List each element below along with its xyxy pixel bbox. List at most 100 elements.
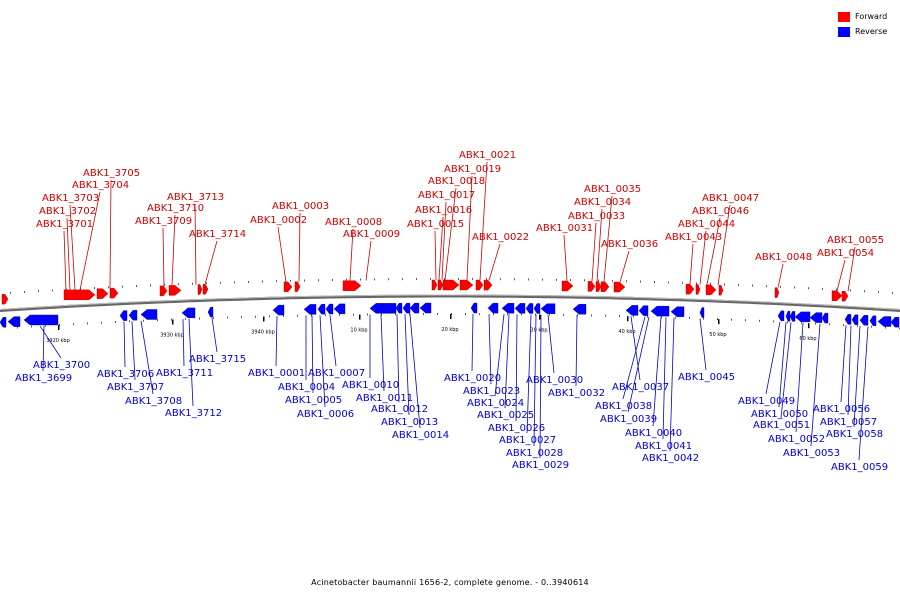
lower-tick — [283, 314, 284, 317]
forward-gene-label: ABK1_0015 — [407, 219, 464, 230]
upper-tick — [66, 288, 67, 291]
reverse-gene-label: ABK1_0025 — [477, 410, 534, 421]
lower-tick — [87, 322, 88, 325]
forward-gene-arrow — [841, 290, 849, 302]
reverse-gene-arrow — [7, 316, 21, 327]
lower-tick — [661, 316, 662, 319]
forward-gene-arrow — [197, 284, 203, 295]
lower-tick — [843, 324, 844, 327]
forward-gene-arrow — [483, 279, 493, 291]
reverse-leader-line — [275, 316, 278, 367]
upper-tick — [444, 278, 445, 281]
upper-tick — [374, 278, 375, 281]
reverse-gene-arrow — [325, 303, 334, 315]
forward-leader-line — [349, 228, 354, 281]
lower-tick — [801, 321, 802, 324]
reverse-gene-label: ABK1_0041 — [635, 441, 692, 452]
upper-tick — [486, 278, 487, 281]
lower-tick — [157, 319, 158, 322]
reverse-gene-label: ABK1_0001 — [248, 368, 305, 379]
upper-tick — [738, 283, 739, 286]
lower-tick — [647, 315, 648, 318]
forward-gene-label: ABK1_0035 — [584, 184, 641, 195]
legend: Forward Reverse — [838, 9, 887, 39]
reverse-gene-label: ABK1_0011 — [356, 393, 413, 404]
forward-leader-line — [619, 250, 630, 283]
reverse-leader-line — [123, 321, 126, 368]
forward-gene-arrow — [718, 285, 724, 296]
forward-leader-line — [596, 208, 603, 282]
lower-tick — [479, 313, 480, 316]
forward-gene-label: ABK1_0036 — [601, 239, 658, 250]
reverse-gene-arrow — [699, 307, 705, 318]
lower-tick — [675, 316, 676, 319]
reverse-leader-line — [533, 314, 537, 447]
scale-label: 10 kbp — [350, 328, 367, 334]
reverse-leader-line — [504, 314, 510, 409]
lower-tick — [311, 314, 312, 317]
reverse-swatch — [838, 26, 850, 37]
forward-gene-arrow — [831, 290, 843, 301]
lower-tick — [549, 313, 550, 316]
upper-tick — [724, 283, 725, 286]
reverse-gene-label: ABK1_0052 — [768, 434, 825, 445]
lower-tick — [395, 313, 396, 316]
forward-gene-label: ABK1_3713 — [167, 192, 224, 203]
reverse-gene-label: ABK1_0056 — [813, 404, 870, 415]
forward-leader-line — [591, 222, 597, 282]
reverse-gene-arrow — [650, 305, 670, 317]
reverse-gene-arrow — [859, 315, 869, 326]
reverse-gene-label: ABK1_3707 — [107, 382, 164, 393]
legend-forward-label: Forward — [855, 12, 888, 21]
reverse-gene-arrow — [514, 303, 526, 314]
lower-tick — [703, 317, 704, 320]
forward-gene-label: ABK1_0022 — [472, 232, 529, 243]
reverse-leader-line — [547, 314, 555, 374]
reverse-gene-label: ABK1_0014 — [392, 430, 449, 441]
upper-tick — [276, 280, 277, 283]
reverse-leader-line — [42, 325, 45, 372]
reverse-gene-label: ABK1_0024 — [467, 398, 524, 409]
upper-tick — [248, 280, 249, 283]
reverse-leader-line — [311, 315, 314, 394]
lower-tick — [577, 314, 578, 317]
reverse-leader-line — [488, 314, 492, 385]
reverse-leader-line — [319, 315, 326, 408]
lower-tick — [367, 313, 368, 316]
reverse-gene-arrow — [181, 307, 196, 319]
forward-gene-arrow — [613, 281, 626, 293]
forward-leader-line — [66, 217, 71, 291]
upper-tick — [52, 289, 53, 292]
forward-gene-label: ABK1_3701 — [36, 219, 93, 230]
reverse-gene-label: ABK1_0057 — [820, 417, 877, 428]
lower-tick — [297, 314, 298, 317]
lower-tick — [31, 325, 32, 328]
reverse-gene-arrow — [470, 302, 478, 314]
scale-major-tick — [58, 325, 60, 331]
upper-tick — [402, 278, 403, 281]
forward-leader-line — [777, 263, 784, 288]
lower-tick — [759, 319, 760, 322]
lower-tick — [507, 313, 508, 316]
upper-tick — [878, 291, 879, 294]
forward-leader-line — [717, 204, 731, 286]
reverse-leader-line — [211, 317, 218, 353]
reverse-gene-label: ABK1_0045 — [678, 372, 735, 383]
reverse-gene-label: ABK1_0005 — [285, 395, 342, 406]
reverse-gene-arrow — [785, 310, 791, 322]
forward-leader-line — [434, 230, 437, 281]
forward-leader-line — [699, 230, 707, 285]
reverse-leader-line — [858, 326, 869, 461]
forward-gene-label: ABK1_3702 — [39, 206, 96, 217]
forward-leader-line — [69, 204, 76, 291]
lower-tick — [115, 321, 116, 324]
scale-major-tick — [808, 323, 810, 329]
forward-leader-line — [194, 203, 197, 285]
lower-tick — [143, 319, 144, 322]
upper-tick — [136, 285, 137, 288]
upper-tick — [570, 279, 571, 282]
reverse-gene-label: ABK1_3715 — [189, 354, 246, 365]
upper-tick — [360, 278, 361, 281]
lower-tick — [59, 323, 60, 326]
forward-gene-label: ABK1_0017 — [418, 190, 475, 201]
